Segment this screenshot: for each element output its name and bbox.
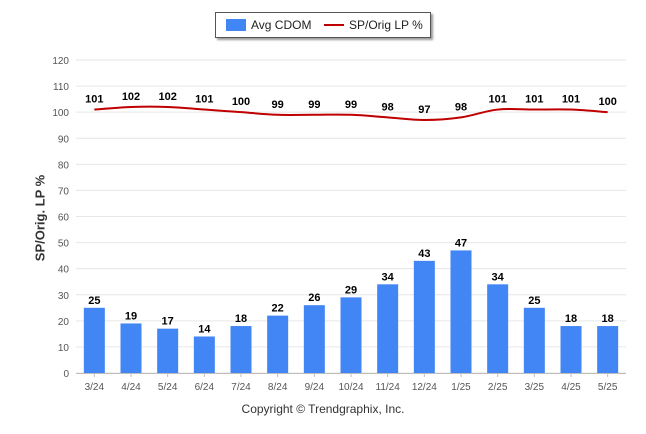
legend-bar-swatch [226, 19, 246, 31]
line-value-label: 99 [308, 99, 320, 111]
bar [560, 326, 582, 373]
line-value-label: 101 [85, 94, 103, 106]
y-tick-label: 90 [58, 134, 70, 145]
bar-value-label: 34 [382, 271, 395, 283]
bar [230, 326, 252, 373]
x-tick-label: 3/24 [85, 382, 105, 393]
x-tick-label: 8/24 [268, 382, 288, 393]
y-tick-label: 0 [63, 369, 69, 380]
y-tick-label: 10 [58, 343, 70, 354]
bar [303, 305, 325, 373]
line-value-label: 98 [382, 101, 394, 113]
bar [450, 250, 472, 373]
bar-value-label: 18 [565, 313, 577, 325]
x-tick-label: 1/25 [451, 382, 471, 393]
x-tick-label: 3/25 [525, 382, 545, 393]
line-series [94, 105, 608, 121]
y-tick-label: 80 [58, 160, 70, 171]
copyright: Copyright © Trendgraphix, Inc. [241, 402, 405, 416]
x-tick-label: 6/24 [195, 382, 215, 393]
bar-value-label: 18 [602, 313, 614, 325]
line-value-label: 101 [562, 94, 580, 106]
bar-value-label: 47 [455, 237, 467, 249]
legend-line-label: SP/Orig LP % [349, 18, 423, 32]
bar-value-label: 18 [235, 313, 247, 325]
y-tick-label: 110 [53, 82, 69, 93]
x-tick-label: 5/24 [158, 382, 178, 393]
bar-value-label: 25 [88, 295, 100, 307]
x-tick-label: 2/25 [488, 382, 508, 393]
line-value-label: 100 [598, 96, 616, 108]
bar-value-label: 29 [345, 284, 357, 296]
legend: Avg CDOM SP/Orig LP % [215, 12, 431, 38]
bar [597, 326, 619, 373]
x-tick-label: 7/24 [231, 382, 251, 393]
bar [413, 260, 435, 373]
bar [83, 307, 105, 373]
bar-value-label: 22 [272, 303, 284, 315]
x-tick-label: 11/24 [376, 382, 401, 393]
bar [193, 336, 215, 373]
bar [487, 284, 509, 373]
y-tick-label: 50 [58, 239, 70, 250]
legend-item-line: SP/Orig LP % [324, 13, 423, 37]
y-axis-title: SP/Orig. LP % [32, 174, 48, 262]
bar [523, 307, 545, 373]
legend-item-bar: Avg CDOM [226, 13, 311, 37]
x-tick-label: 4/25 [561, 382, 581, 393]
bar-value-label: 26 [308, 292, 320, 304]
bar-value-label: 43 [418, 248, 430, 260]
line-value-label: 102 [122, 91, 140, 103]
y-tick-label: 30 [58, 291, 70, 302]
bar-value-label: 25 [528, 295, 540, 307]
x-tick-label: 12/24 [412, 382, 437, 393]
bar [377, 284, 399, 373]
bar [157, 328, 179, 373]
bar-value-label: 19 [125, 310, 137, 322]
line-value-label: 98 [455, 101, 467, 113]
line-value-label: 99 [345, 99, 357, 111]
bar-value-label: 17 [162, 316, 174, 328]
y-tick-label: 60 [58, 213, 70, 224]
line-value-label: 101 [195, 94, 213, 106]
line-value-label: 97 [418, 104, 430, 116]
legend-bar-label: Avg CDOM [251, 18, 312, 32]
bar [340, 297, 362, 373]
legend-line-swatch [324, 24, 344, 26]
y-tick-label: 40 [58, 265, 70, 276]
x-tick-label: 4/24 [121, 382, 141, 393]
line-value-label: 102 [158, 91, 176, 103]
x-tick-label: 5/25 [598, 382, 618, 393]
x-tick-label: 10/24 [338, 382, 363, 393]
x-tick-label: 9/24 [305, 382, 325, 393]
line-value-label: 101 [488, 94, 506, 106]
bar-value-label: 14 [198, 323, 211, 335]
y-tick-label: 70 [58, 186, 70, 197]
bar [120, 323, 142, 373]
line-value-label: 99 [272, 99, 284, 111]
y-tick-label: 120 [52, 56, 69, 67]
y-tick-label: 100 [52, 108, 69, 119]
bar [267, 315, 289, 373]
line-value-label: 100 [232, 96, 250, 108]
y-tick-label: 20 [58, 317, 70, 328]
line-value-label: 101 [525, 94, 543, 106]
bar-value-label: 34 [492, 271, 505, 283]
